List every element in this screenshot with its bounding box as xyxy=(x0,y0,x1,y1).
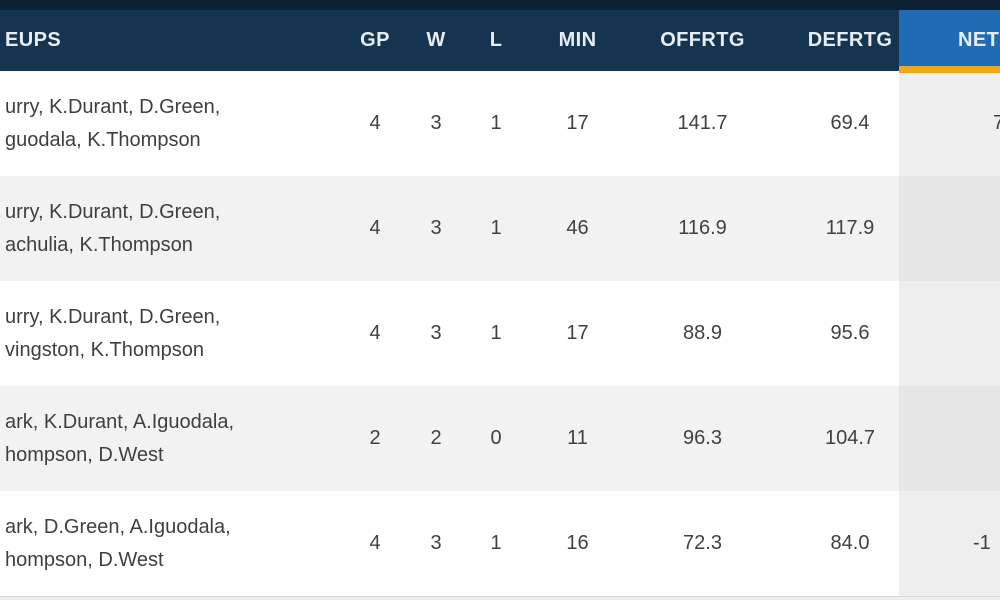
min-cell: 46 xyxy=(566,217,589,239)
sort-indicator-bar xyxy=(899,66,1000,73)
w-cell: 3 xyxy=(430,322,442,344)
gp-cell: 4 xyxy=(369,112,381,134)
netrtg-cell-clipped: 7 xyxy=(899,71,1000,176)
gp-cell: 4 xyxy=(369,532,381,554)
netrtg-cell-clipped xyxy=(899,176,1000,281)
w-cell: 3 xyxy=(430,532,442,554)
min-cell: 17 xyxy=(566,112,589,134)
lineup-names-cell: ark, K.Durant, A.Iguodala, hompson, D.Wes… xyxy=(5,410,235,466)
netrtg-cell-clipped xyxy=(899,386,1000,491)
l-cell: 1 xyxy=(490,112,502,134)
netrtg-cell-clipped xyxy=(899,281,1000,386)
gp-cell: 4 xyxy=(369,217,381,239)
min-cell: 17 xyxy=(566,322,589,344)
netrtg-cell-clipped: -1 xyxy=(899,491,1000,596)
table-row: urry, K.Durant, D.Green, achulia, K.Thomp… xyxy=(0,176,1000,281)
lineup-names-cell: urry, K.Durant, D.Green, guodala, K.Thomp… xyxy=(5,95,221,151)
column-header-min[interactable]: MIN xyxy=(558,29,597,51)
column-header-netrtg-sorted[interactable]: NET xyxy=(899,10,1000,71)
w-cell: 3 xyxy=(430,217,442,239)
min-cell: 11 xyxy=(567,427,588,449)
table-row: ark, K.Durant, A.Iguodala, hompson, D.Wes… xyxy=(0,386,1000,491)
gp-cell: 4 xyxy=(369,322,381,344)
lineup-names-cell: ark, D.Green, A.Iguodala, hompson, D.West xyxy=(5,515,231,571)
lineup-names-cell: urry, K.Durant, D.Green, vingston, K.Thom… xyxy=(5,305,221,361)
table-header-row: EUPS GP W L MIN OFFRTG DEFRTG NET xyxy=(0,10,1000,71)
top-border-strip xyxy=(0,0,1000,10)
min-cell: 16 xyxy=(566,532,589,554)
l-cell: 1 xyxy=(490,532,502,554)
lineup-names-cell: urry, K.Durant, D.Green, achulia, K.Thomp… xyxy=(5,200,221,256)
table-row: ark, D.Green, A.Iguodala, hompson, D.West… xyxy=(0,491,1000,596)
table-row: urry, K.Durant, D.Green, vingston, K.Thom… xyxy=(0,281,1000,386)
defrtg-cell: 104.7 xyxy=(824,427,876,449)
next-row-edge-strip xyxy=(0,596,1000,600)
column-header-defrtg[interactable]: DEFRTG xyxy=(807,29,893,51)
offrtg-cell: 72.3 xyxy=(683,532,722,554)
w-cell: 2 xyxy=(430,427,442,449)
offrtg-cell: 141.7 xyxy=(677,112,728,134)
gp-cell: 2 xyxy=(369,427,381,449)
w-cell: 3 xyxy=(430,112,442,134)
column-header-w[interactable]: W xyxy=(426,29,446,51)
offrtg-cell: 96.3 xyxy=(683,427,722,449)
offrtg-cell: 116.9 xyxy=(678,217,727,239)
column-header-lineups[interactable]: EUPS xyxy=(5,29,62,51)
l-cell: 1 xyxy=(490,217,502,239)
defrtg-cell: 84.0 xyxy=(830,532,870,554)
l-cell: 1 xyxy=(490,322,502,344)
defrtg-cell: 95.6 xyxy=(830,322,870,344)
table-row: urry, K.Durant, D.Green, guodala, K.Thomp… xyxy=(0,71,1000,176)
offrtg-cell: 88.9 xyxy=(683,322,722,344)
column-header-gp[interactable]: GP xyxy=(360,29,390,51)
column-header-offrtg[interactable]: OFFRTG xyxy=(660,29,745,51)
l-cell: 0 xyxy=(490,427,502,449)
defrtg-cell: 69.4 xyxy=(830,112,870,134)
defrtg-cell: 117.9 xyxy=(825,217,875,239)
column-header-l[interactable]: L xyxy=(489,29,503,51)
